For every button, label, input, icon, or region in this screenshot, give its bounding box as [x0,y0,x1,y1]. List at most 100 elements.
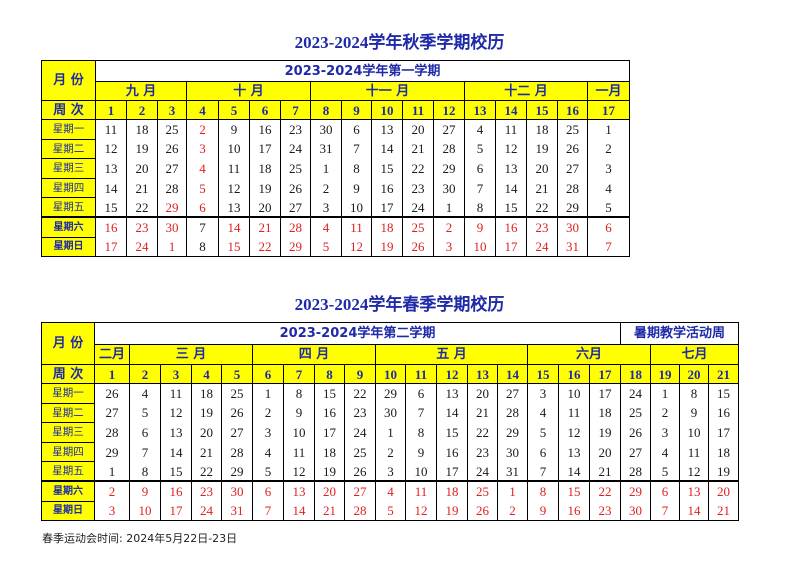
date-cell: 8 [405,422,437,443]
week-number: 15 [527,364,559,384]
date-cell: 26 [221,403,253,423]
date-cell: 13 [371,119,403,140]
week-number: 11 [402,100,434,120]
date-cell: 28 [433,139,465,159]
week-number: 12 [433,100,465,120]
week-number: 21 [708,364,739,384]
date-cell: 6 [464,158,496,179]
weekday-label: 星期二 [41,402,95,424]
date-cell: 22 [249,237,281,258]
date-cell: 20 [126,158,158,179]
date-cell: 12 [679,461,709,483]
date-cell: 20 [249,197,281,219]
week-number: 2 [129,364,161,384]
date-cell: 1 [433,197,465,219]
date-cell: 6 [587,217,630,238]
date-cell: 16 [558,501,590,522]
date-cell: 15 [436,422,468,443]
date-cell: 21 [191,442,222,462]
date-cell: 25 [557,119,588,140]
month-cell: 三 月 [129,344,253,365]
date-cell: 30 [310,119,342,140]
week-number: 11 [405,364,437,384]
date-cell: 12 [341,237,372,258]
date-cell: 4 [129,383,161,404]
week-number: 14 [497,364,528,384]
date-cell: 5 [310,237,342,258]
date-cell: 1 [650,383,680,404]
date-cell: 20 [191,422,222,443]
date-cell: 29 [433,158,465,179]
week-number: 1 [95,100,127,120]
date-cell: 19 [371,237,403,258]
date-cell: 2 [497,501,528,522]
date-cell: 18 [371,217,403,238]
date-cell: 27 [280,197,311,219]
date-cell: 17 [249,139,281,159]
date-cell: 28 [557,178,588,198]
date-cell: 7 [186,217,219,238]
week-number: 1 [94,364,130,384]
date-cell: 23 [280,119,311,140]
week-number: 13 [467,364,498,384]
month-cell: 九 月 [95,81,187,101]
autumn-calendar-title: 2023-2024学年秋季学期校历 [294,33,505,52]
date-cell: 2 [375,442,406,462]
date-cell: 18 [249,158,281,179]
date-cell: 25 [157,119,187,140]
spring-calendar-table: 月 份 2023-2024学年第二学期 暑期教学活动周 二月三 月四 月五 月六月 七月… [41,322,739,522]
weekday-label: 星期六 [41,480,95,502]
date-cell: 17 [95,237,127,258]
date-cell: 3 [587,158,630,179]
date-cell: 26 [94,383,130,404]
weekday-label: 星期三 [41,422,95,443]
date-cell: 16 [95,217,127,238]
date-cell: 12 [218,178,250,198]
weekday-label: 星期五 [41,197,96,219]
date-cell: 19 [436,501,468,522]
date-cell: 31 [310,139,342,159]
date-cell: 4 [650,442,680,462]
date-cell: 1 [587,119,630,140]
date-cell: 18 [126,119,158,140]
date-cell: 3 [94,501,130,522]
week-number: 19 [650,364,680,384]
date-cell: 28 [94,422,130,443]
date-cell: 15 [314,383,345,404]
date-cell: 1 [310,158,342,179]
date-cell: 27 [221,422,253,443]
week-row-label: 周 次 [41,364,95,384]
date-cell: 13 [679,481,709,502]
date-cell: 20 [589,442,621,462]
date-cell: 25 [344,442,376,462]
date-cell: 26 [620,422,651,443]
week-number: 18 [620,364,651,384]
week-number: 16 [557,100,588,120]
week-number: 16 [558,364,590,384]
week-number: 14 [495,100,527,120]
date-cell: 17 [436,461,468,483]
date-cell: 21 [126,178,158,198]
date-cell: 23 [402,178,434,198]
date-cell: 29 [94,442,130,462]
date-cell: 31 [221,501,253,522]
date-cell: 7 [129,442,161,462]
date-cell: 15 [495,197,527,219]
date-cell: 17 [589,383,621,404]
date-cell: 16 [495,217,527,238]
weekday-label: 星期二 [41,138,96,160]
date-cell: 9 [218,119,250,140]
date-cell: 30 [221,481,253,502]
date-cell: 15 [558,481,590,502]
date-cell: 26 [557,139,588,159]
date-cell: 5 [186,178,219,198]
date-cell: 15 [708,383,739,404]
week-number: 4 [191,364,222,384]
date-cell: 3 [310,197,342,219]
date-cell: 5 [129,403,161,423]
month-cell: 五 月 [375,344,528,365]
date-cell: 31 [557,237,588,258]
week-number: 5 [218,100,250,120]
date-cell: 9 [679,403,709,423]
date-cell: 4 [375,481,406,502]
